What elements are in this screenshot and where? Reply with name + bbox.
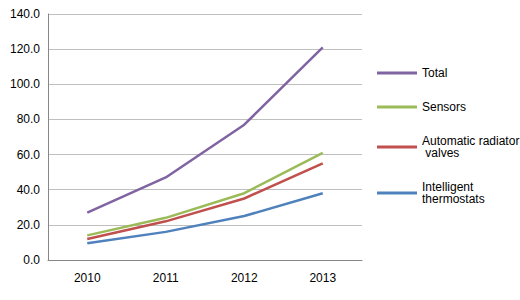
svg-text:2011: 2011 <box>153 271 179 285</box>
svg-text:60.0: 60.0 <box>17 148 41 162</box>
svg-text:120.0: 120.0 <box>10 42 40 56</box>
svg-text:Intelligent: Intelligent <box>422 180 477 194</box>
svg-text:0.0: 0.0 <box>23 253 40 267</box>
svg-text:100.0: 100.0 <box>10 77 40 91</box>
svg-text:thermostats: thermostats <box>422 192 485 206</box>
svg-text:2013: 2013 <box>309 271 336 285</box>
svg-text:2012: 2012 <box>231 271 258 285</box>
svg-text:40.0: 40.0 <box>17 183 41 197</box>
svg-text:Total: Total <box>422 66 447 80</box>
svg-text:20.0: 20.0 <box>17 218 41 232</box>
svg-text:2010: 2010 <box>74 271 101 285</box>
svg-text:Automatic radiator: Automatic radiator <box>422 134 520 148</box>
svg-text:140.0: 140.0 <box>10 7 40 21</box>
svg-text:Sensors: Sensors <box>422 100 466 114</box>
svg-text:valves: valves <box>422 146 459 160</box>
svg-text:80.0: 80.0 <box>17 112 41 126</box>
